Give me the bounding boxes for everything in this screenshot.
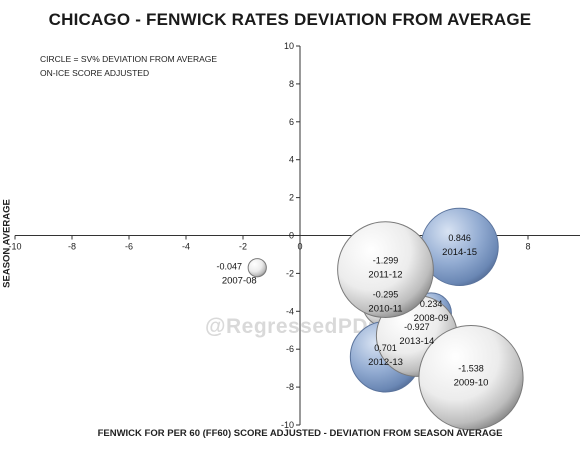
watermark: @RegressedPDO bbox=[205, 315, 385, 338]
y-tick-label: 4 bbox=[289, 155, 294, 165]
sv-label-2013-14: -0.927 bbox=[404, 322, 430, 332]
y-tick-label: 6 bbox=[289, 117, 294, 127]
chart-note-adjusted: ON-ICE SCORE ADJUSTED bbox=[40, 68, 150, 78]
sv-label-2014-15: 0.846 bbox=[448, 233, 471, 243]
season-label-2008-09: 2008-09 bbox=[414, 313, 449, 324]
sv-label-2010-11: -0.295 bbox=[373, 290, 399, 300]
bubble-2009-10 bbox=[418, 325, 524, 431]
season-label-2009-10: 2009-10 bbox=[454, 378, 489, 389]
x-tick-label: -2 bbox=[239, 242, 247, 252]
x-tick-label: 8 bbox=[525, 242, 530, 252]
season-label-2013-14: 2013-14 bbox=[399, 336, 434, 347]
y-tick-label: 0 bbox=[289, 231, 294, 241]
y-tick-label: -10 bbox=[281, 420, 294, 430]
chart-title: CHICAGO - FENWICK RATES DEVIATION FROM A… bbox=[48, 10, 532, 29]
y-tick-label: 10 bbox=[284, 41, 294, 51]
x-axis-label: FENWICK FOR PER 60 (FF60) SCORE ADJUSTED… bbox=[97, 428, 503, 439]
y-tick-label: 8 bbox=[289, 79, 294, 89]
x-tick-label: -8 bbox=[68, 242, 76, 252]
season-label-2014-15: 2014-15 bbox=[442, 247, 477, 258]
sv-label-2009-10: -1.538 bbox=[458, 364, 484, 374]
season-label-2007-08: 2007-08 bbox=[222, 276, 257, 287]
season-label-2010-11: 2010-11 bbox=[368, 304, 402, 315]
y-tick-label: -8 bbox=[286, 382, 294, 392]
sv-label-2011-12: -1.299 bbox=[373, 256, 399, 266]
x-tick-label: -4 bbox=[182, 242, 190, 252]
bubble-2011-12 bbox=[337, 221, 434, 318]
y-tick-label: 2 bbox=[289, 193, 294, 203]
x-tick-label: -6 bbox=[125, 242, 133, 252]
season-label-2012-13: 2012-13 bbox=[368, 357, 403, 368]
y-tick-label: -4 bbox=[286, 306, 294, 316]
y-tick-label: -6 bbox=[286, 344, 294, 354]
bubble-2007-08 bbox=[247, 258, 267, 278]
sv-label-2008-09: 0.234 bbox=[420, 299, 443, 309]
x-tick-label: 0 bbox=[297, 242, 302, 252]
x-tick-label: -10 bbox=[8, 242, 21, 252]
labels-group: -0.047 2007-08 0.846 2014-15 -1.299 2011-12 -0… bbox=[216, 233, 488, 389]
y-axis-label: SEASON AVERAGE bbox=[1, 199, 13, 288]
bubbles-group bbox=[247, 207, 524, 431]
sv-label-2012-13: 0.701 bbox=[374, 343, 397, 353]
chart-note-circle: CIRCLE = SV% DEVIATION FROM AVERAGE bbox=[40, 54, 218, 64]
sv-label-2007-08: -0.047 bbox=[216, 262, 242, 272]
season-label-2011-12: 2011-12 bbox=[368, 270, 402, 281]
y-tick-label: -2 bbox=[286, 268, 294, 278]
